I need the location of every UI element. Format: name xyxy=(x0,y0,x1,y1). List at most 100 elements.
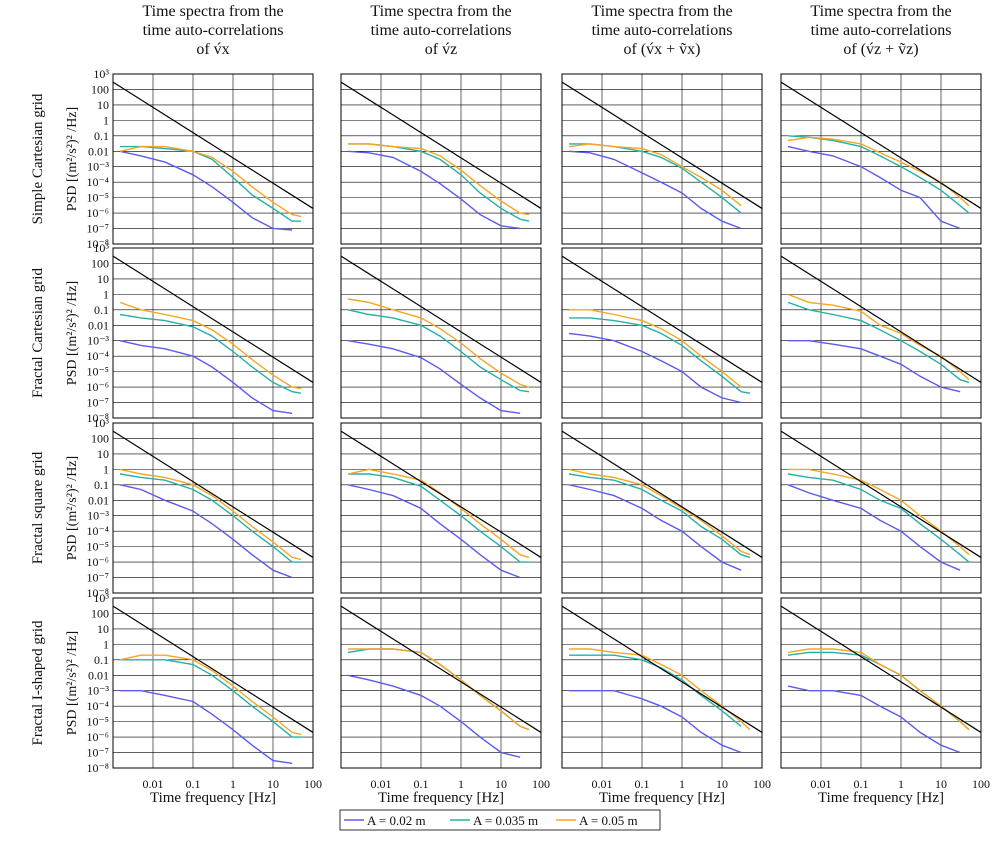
plot-frame xyxy=(780,597,982,769)
x-tick-label: 0.1 xyxy=(854,777,869,791)
plot-frame xyxy=(340,73,542,245)
plot-frame xyxy=(112,422,314,594)
series-line xyxy=(569,309,742,388)
y-tick-label: 0.1 xyxy=(94,653,109,667)
reference-line xyxy=(780,255,982,383)
y-tick-label: 10⁻⁷ xyxy=(86,571,109,585)
series-line xyxy=(569,317,751,394)
y-tick-label: 0.1 xyxy=(94,129,109,143)
panel: 0.01 0.1 1 10 100 xyxy=(780,597,990,791)
x-tick-label: 1 xyxy=(458,777,464,791)
y-tick-label: 10³ xyxy=(93,241,109,255)
column-title: of v́x xyxy=(196,41,229,58)
plot-frame xyxy=(340,597,542,769)
y-tick-label: 10 xyxy=(97,98,109,112)
x-tick-label: 0.1 xyxy=(635,777,650,791)
plot-frame xyxy=(780,422,982,594)
y-tick-label: 10⁻⁷ xyxy=(86,396,109,410)
plot-frame xyxy=(340,247,542,419)
reference-line xyxy=(112,255,314,383)
row-label: Simple Cartesian grid xyxy=(30,93,46,224)
series-line xyxy=(119,313,302,394)
series-line xyxy=(119,473,301,563)
plot-frame xyxy=(561,422,763,594)
x-tick-label: 100 xyxy=(972,777,990,791)
series-line xyxy=(787,484,961,571)
series-line xyxy=(569,654,742,727)
y-tick-label: 10⁻³ xyxy=(87,509,109,523)
plot-frame xyxy=(780,247,982,419)
series-line xyxy=(347,150,521,230)
y-tick-label: 100 xyxy=(91,431,109,445)
series-line xyxy=(569,690,742,754)
y-tick-label: 10 xyxy=(97,622,109,636)
series-line xyxy=(119,340,293,414)
y-axis-label: PSD [(m²/s²)² /Hz] xyxy=(65,631,80,735)
x-tick-label: 100 xyxy=(532,777,550,791)
x-tick-label: 1 xyxy=(679,777,685,791)
column-title: time auto-correlations xyxy=(811,22,952,39)
series-line xyxy=(347,484,521,579)
panel xyxy=(780,73,982,245)
plot-frame xyxy=(561,597,763,769)
y-axis-label: PSD [(m²/s²)² /Hz] xyxy=(65,107,80,211)
y-tick-label: 10⁻⁴ xyxy=(86,349,109,363)
plot-frame xyxy=(561,247,763,419)
y-tick-label: 10⁻⁵ xyxy=(86,540,109,554)
y-tick-label: 10³ xyxy=(93,67,109,81)
panel xyxy=(340,422,542,594)
series-line xyxy=(347,298,530,388)
y-tick-label: 0.01 xyxy=(88,144,109,158)
series-line xyxy=(347,340,521,414)
column-title: time auto-correlations xyxy=(592,22,733,39)
panel: 10⁻⁸10⁻⁷10⁻⁶10⁻⁵10⁻⁴10⁻³0.010.111010010³… xyxy=(86,591,322,791)
panel: 0.01 0.1 1 10 100 xyxy=(340,597,550,791)
legend-label: A = 0.02 m xyxy=(367,813,426,828)
reference-line xyxy=(112,605,314,733)
y-axis-label: PSD [(m²/s²)² /Hz] xyxy=(65,456,80,560)
series-line xyxy=(568,143,742,207)
x-tick-label: 1 xyxy=(230,777,236,791)
x-tick-label: 0.01 xyxy=(143,777,164,791)
panel xyxy=(780,422,982,594)
series-line xyxy=(120,659,301,738)
y-tick-label: 10³ xyxy=(93,591,109,605)
x-tick-label: 1 xyxy=(898,777,904,791)
y-tick-label: 10⁻⁴ xyxy=(86,175,109,189)
x-tick-label: 100 xyxy=(304,777,322,791)
x-tick-label: 10 xyxy=(267,777,279,791)
reference-line xyxy=(561,605,763,733)
y-axis-label: PSD [(m²/s²)² /Hz] xyxy=(65,281,80,385)
plot-frame xyxy=(340,422,542,594)
reference-line xyxy=(112,430,314,558)
y-tick-label: 1 xyxy=(103,113,109,127)
y-tick-label: 10³ xyxy=(93,416,109,430)
x-tick-label: 0.01 xyxy=(811,777,832,791)
y-tick-label: 10⁻⁶ xyxy=(86,730,109,744)
row-label: Fractal square grid xyxy=(30,451,46,564)
column-title: time auto-correlations xyxy=(143,22,284,39)
series-line xyxy=(119,301,302,390)
x-tick-label: 10 xyxy=(935,777,947,791)
reference-line xyxy=(561,430,763,558)
y-tick-label: 10⁻⁷ xyxy=(86,746,109,760)
legend-frame xyxy=(339,809,661,831)
y-tick-label: 1 xyxy=(103,462,109,476)
row-label: Fractal I-shaped grid xyxy=(30,620,46,745)
series-line xyxy=(120,145,301,222)
series-line xyxy=(348,473,529,563)
y-tick-label: 10⁻⁴ xyxy=(86,524,109,538)
panel: 0.01 0.1 1 10 100 xyxy=(561,597,771,791)
y-tick-label: 0.01 xyxy=(88,493,109,507)
plot-frame xyxy=(561,73,763,245)
y-tick-label: 10⁻⁴ xyxy=(86,699,109,713)
plot-frame xyxy=(112,73,314,245)
reference-line xyxy=(340,430,542,558)
series-line xyxy=(787,685,961,754)
series-line xyxy=(788,340,961,393)
x-tick-label: 0.1 xyxy=(186,777,201,791)
y-tick-label: 10⁻³ xyxy=(87,334,109,348)
